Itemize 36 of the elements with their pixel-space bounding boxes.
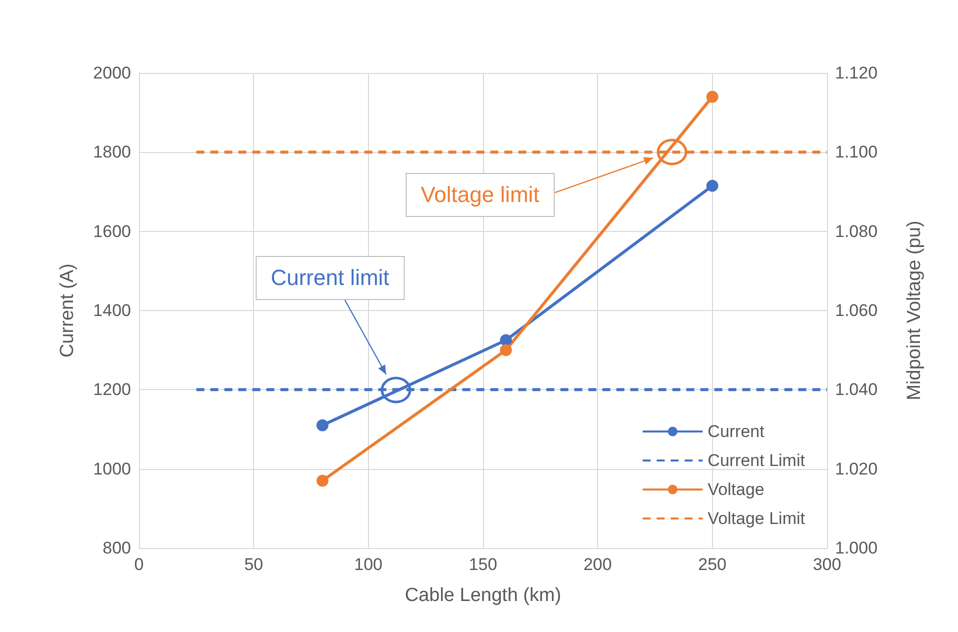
y-axis-title: Current (A): [57, 264, 78, 358]
x-tick-label: 100: [354, 555, 383, 574]
annotation: Current limit: [256, 256, 404, 300]
y2-tick-label: 1.120: [835, 64, 878, 82]
y2-tick-label: 1.000: [835, 538, 878, 558]
y-tick-label: 1000: [93, 459, 131, 478]
legend-label: Voltage: [708, 480, 764, 499]
y2-tick-label: 1.080: [835, 222, 878, 241]
point: [500, 334, 512, 346]
y-tick-label: 2000: [93, 64, 131, 82]
y2-tick-label: 1.060: [835, 301, 878, 320]
y-tick-label: 800: [102, 538, 131, 558]
y-tick-label: 1200: [93, 380, 131, 400]
x-tick-label: 300: [812, 555, 842, 574]
point: [706, 180, 718, 192]
x-tick-label: 50: [244, 555, 264, 574]
y2-tick-label: 1.020: [835, 459, 878, 478]
legend-label: Current Limit: [708, 451, 806, 470]
x-tick-label: 150: [468, 555, 498, 574]
legend-label: Current: [708, 422, 765, 441]
point: [316, 474, 328, 487]
y2-tick-label: 1.040: [835, 380, 878, 400]
y-tick-label: 1600: [93, 222, 131, 241]
x-tick-label: 200: [583, 555, 612, 574]
point: [500, 344, 512, 356]
y2-axis-title: Midpoint Voltage (pu): [904, 220, 925, 400]
annotation: Voltage limit: [406, 173, 554, 217]
x-tick-label: 0: [134, 555, 144, 574]
x-axis-title: Cable Length (km): [404, 585, 562, 606]
y2-tick-label: 1.100: [835, 142, 878, 162]
x-tick-label: 250: [698, 555, 727, 574]
legend-label: Voltage Limit: [708, 509, 806, 528]
point: [706, 90, 718, 103]
y-tick-label: 1800: [93, 142, 131, 162]
y-tick-label: 1400: [93, 301, 131, 320]
point: [316, 419, 328, 432]
